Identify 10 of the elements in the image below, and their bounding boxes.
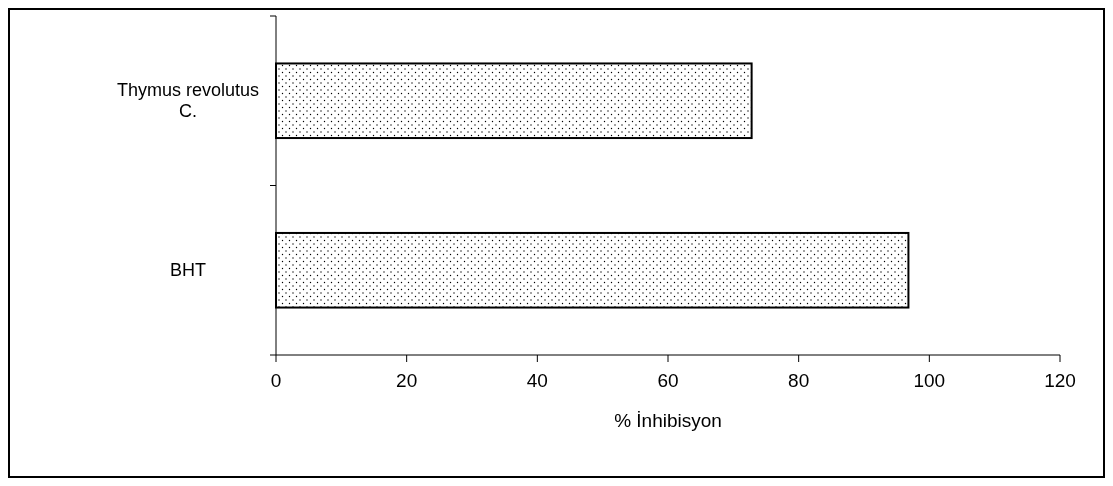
x-tick-label: 20 (396, 370, 418, 391)
x-axis-title: % İnhibisyon (614, 410, 722, 431)
x-tick-label: 40 (526, 370, 548, 391)
x-tick-label: 80 (788, 370, 810, 391)
y-tick-label: BHT (170, 260, 206, 281)
x-tick-label: 100 (913, 370, 946, 391)
x-tick-label: 0 (270, 370, 282, 391)
x-tick-label: 120 (1044, 370, 1076, 391)
y-tick-label: Thymus revolutus C. (116, 80, 260, 122)
x-tick-label: 60 (657, 370, 679, 391)
